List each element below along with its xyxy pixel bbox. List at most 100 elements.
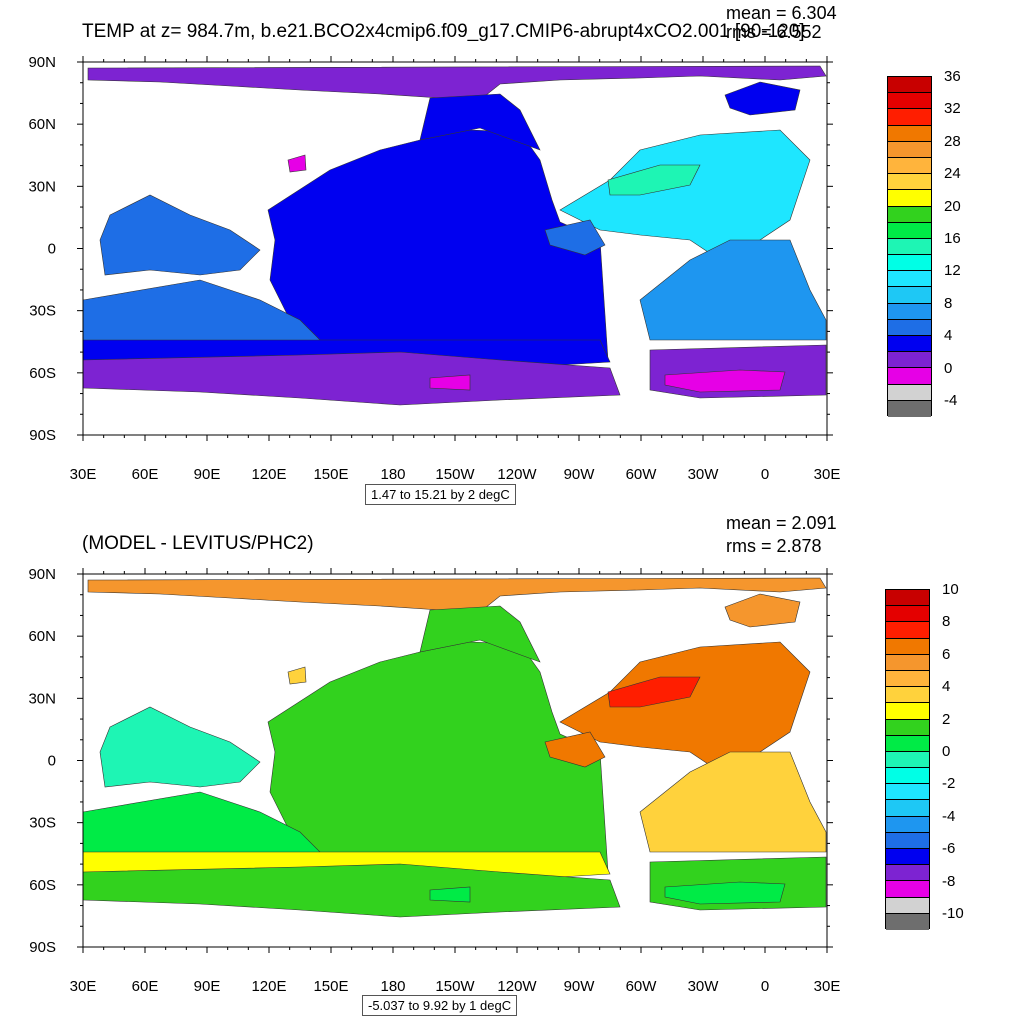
colorbar: 10 8 6 4 2 0 -2 -4 -6 -8 -10 bbox=[885, 582, 964, 930]
x-tick-label: 150E bbox=[313, 466, 348, 483]
top-panel: TEMP at z= 984.7m, b.e21.BCO2x4cmip6.f09… bbox=[0, 0, 961, 512]
contour-region-southern-ocean bbox=[82, 863, 621, 918]
colorbar-swatch bbox=[888, 238, 931, 256]
map-plot: 30E 60E 90E 120E 150E 180 150W 120W 90W 60W 30W 0 30… bbox=[0, 512, 870, 1024]
colorbar-swatch bbox=[886, 735, 929, 752]
colorbar-label: -4 bbox=[944, 392, 958, 409]
colorbar-swatch bbox=[886, 881, 929, 898]
colorbar-swatch bbox=[886, 638, 929, 655]
x-tick-label: 0 bbox=[761, 466, 769, 483]
y-tick-label: 30S bbox=[29, 303, 56, 320]
colorbar-swatch bbox=[888, 319, 931, 336]
colorbar-swatch bbox=[888, 271, 931, 288]
contour-region-weddell-patch bbox=[664, 369, 786, 393]
x-tick-label: 120E bbox=[251, 466, 286, 483]
colorbar-label: 36 bbox=[944, 68, 961, 85]
map-svg: 30E 60E 90E 120E 150E 180 150W 120W 90W 60W 30W 0 30… bbox=[28, 566, 841, 995]
x-tick-label: 30E bbox=[814, 466, 841, 483]
colorbar-swatch bbox=[886, 687, 929, 704]
contour-region-north-atlantic-core bbox=[607, 164, 701, 196]
colorbar-label: -6 bbox=[942, 840, 956, 858]
x-tick-label: 60W bbox=[626, 978, 658, 995]
colorbar-swatch bbox=[886, 622, 929, 639]
contour-region-north-atlantic-core bbox=[607, 676, 701, 708]
y-axis: 90N 60N 30N 0 30S 60S 90S bbox=[28, 54, 833, 444]
ocean-field bbox=[82, 577, 827, 918]
colorbar-swatch bbox=[886, 784, 929, 801]
colorbar-swatch bbox=[888, 400, 931, 417]
contour-region-weddell-patch bbox=[664, 881, 786, 905]
x-tick-label: 30W bbox=[688, 466, 720, 483]
x-tick-label: 180 bbox=[380, 466, 405, 483]
colorbar-swatch bbox=[888, 174, 931, 191]
contour-region-pacific bbox=[267, 641, 609, 873]
x-tick-label: 60W bbox=[626, 466, 658, 483]
contour-range-label: 1.47 to 15.21 by 2 degC bbox=[365, 484, 516, 505]
x-tick-label: 0 bbox=[761, 978, 769, 995]
y-tick-label: 60N bbox=[28, 628, 56, 645]
x-tick-label: 120E bbox=[251, 978, 286, 995]
y-tick-label: 90S bbox=[29, 939, 56, 956]
plot-title: TEMP at z= 984.7m, b.e21.BCO2x4cmip6.f09… bbox=[82, 21, 805, 42]
y-tick-label: 90N bbox=[28, 566, 56, 583]
bottom-panel: (MODEL - LEVITUS/PHC2) mean = 2.091 rms … bbox=[0, 512, 1024, 1024]
colorbar-label: 0 bbox=[944, 359, 953, 377]
colorbar-label: -8 bbox=[942, 872, 956, 890]
colorbar-label: -10 bbox=[942, 905, 964, 922]
y-tick-label: 30S bbox=[29, 815, 56, 832]
y-tick-label: 60S bbox=[29, 877, 56, 894]
x-axis: 30E 60E 90E 120E 150E 180 150W 120W 90W 60W 30W 0 30… bbox=[70, 568, 841, 995]
colorbar-swatch bbox=[886, 865, 929, 882]
colorbar-label: 2 bbox=[942, 710, 951, 728]
x-axis: 30E 60E 90E 120E 150E 180 150W 120W 90W 60W 30W 0 30… bbox=[70, 56, 841, 483]
contour-region-south-atlantic bbox=[639, 751, 827, 853]
colorbar-swatch bbox=[886, 913, 929, 930]
colorbar-swatch bbox=[888, 141, 931, 158]
colorbar-box bbox=[887, 76, 932, 417]
x-tick-label: 30E bbox=[814, 978, 841, 995]
colorbar-label: 32 bbox=[944, 100, 961, 118]
contour-region-pacific bbox=[267, 129, 609, 361]
y-tick-label: 30N bbox=[28, 178, 56, 195]
colorbar-swatch bbox=[888, 190, 931, 207]
x-tick-label: 180 bbox=[380, 978, 405, 995]
colorbar-swatch bbox=[888, 222, 931, 239]
x-tick-label: 30W bbox=[688, 978, 720, 995]
colorbar-label: 0 bbox=[942, 743, 951, 760]
colorbar-swatch bbox=[888, 206, 931, 223]
colorbar-swatch bbox=[886, 670, 929, 688]
colorbar-label: -2 bbox=[942, 775, 956, 793]
colorbar-label: 4 bbox=[944, 327, 953, 345]
contour-region-south-atlantic bbox=[639, 239, 827, 341]
colorbar-swatch bbox=[886, 703, 929, 720]
contour-range-label: -5.037 to 9.92 by 1 degC bbox=[362, 995, 518, 1016]
contour-region-caribbean bbox=[544, 731, 606, 768]
contour-region-arctic bbox=[87, 65, 827, 101]
rms-value: rms = 6.552 bbox=[726, 22, 822, 42]
colorbar-swatch bbox=[886, 897, 929, 914]
colorbar-label: 8 bbox=[942, 613, 951, 631]
y-tick-label: 30N bbox=[28, 690, 56, 707]
colorbar-swatch bbox=[888, 352, 931, 369]
colorbar-swatch bbox=[886, 654, 929, 671]
colorbar-label: 28 bbox=[944, 132, 961, 150]
x-tick-label: 60E bbox=[132, 978, 159, 995]
colorbar-label: 12 bbox=[944, 262, 961, 280]
colorbar-swatch bbox=[886, 719, 929, 736]
contour-region-ross-patch bbox=[429, 886, 471, 903]
mean-value: mean = 6.304 bbox=[726, 3, 837, 23]
map-plot: 30E 60E 90E 120E 150E 180 150W 120W 90W 60W 30W 0 30… bbox=[0, 0, 870, 512]
colorbar-label: 8 bbox=[944, 294, 953, 312]
x-tick-label: 30E bbox=[70, 978, 97, 995]
colorbar-swatch bbox=[888, 336, 931, 353]
x-tick-label: 90E bbox=[194, 466, 221, 483]
contour-region-hudson-patch bbox=[287, 154, 307, 173]
contour-region-indian-north bbox=[99, 706, 261, 788]
contour-region-southern-ocean bbox=[82, 351, 621, 406]
colorbar-swatch bbox=[886, 751, 929, 769]
y-tick-label: 0 bbox=[48, 753, 56, 770]
plot-title: (MODEL - LEVITUS/PHC2) bbox=[82, 533, 314, 554]
x-tick-label: 120W bbox=[497, 466, 537, 483]
colorbar-swatch bbox=[888, 255, 931, 272]
colorbar-label: 10 bbox=[942, 581, 959, 598]
